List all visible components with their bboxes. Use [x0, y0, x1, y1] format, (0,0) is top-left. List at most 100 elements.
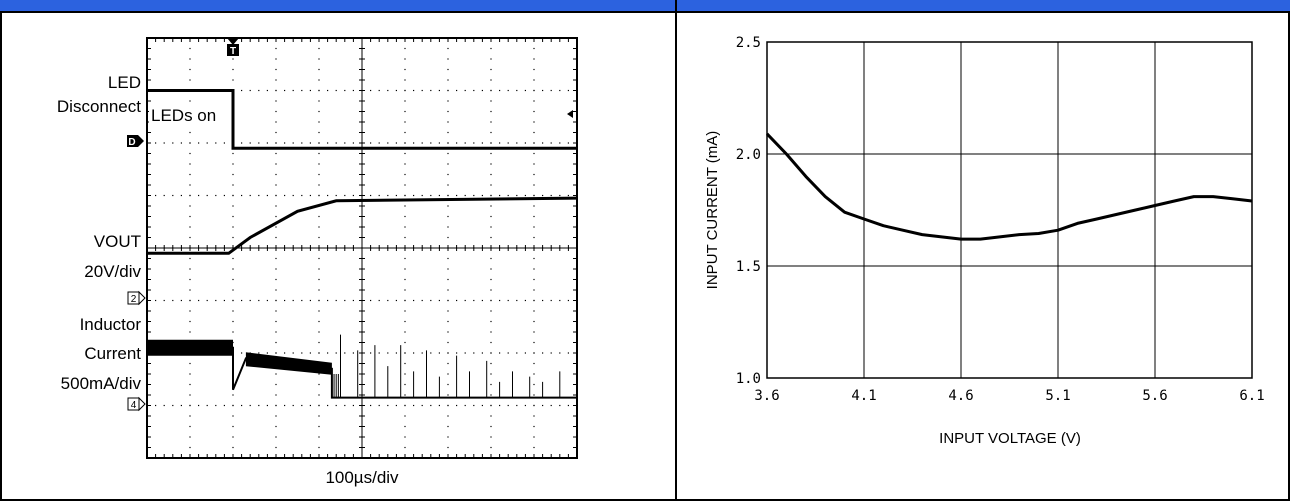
grid-dot — [215, 299, 217, 302]
grid-dot — [481, 142, 483, 144]
grid-dot — [447, 320, 449, 323]
grid-dot — [559, 194, 561, 197]
grid-dot — [533, 404, 535, 407]
grid-dot — [275, 257, 277, 260]
grid-dot — [490, 131, 492, 134]
grid-dot — [318, 320, 320, 323]
grid-dot — [395, 89, 397, 92]
channel-d-label: D — [128, 137, 135, 148]
grid-dot — [206, 142, 208, 144]
grid-dot — [490, 446, 492, 449]
grid-dot — [172, 404, 174, 407]
grid-dot — [318, 425, 320, 428]
grid-dot — [275, 194, 277, 197]
trigger-marker: T — [227, 38, 239, 57]
grid-dot — [344, 142, 346, 144]
grid-dot — [275, 142, 277, 144]
grid-dot — [232, 68, 234, 71]
grid-dot — [318, 236, 320, 239]
grid-dot — [266, 142, 268, 144]
grid-dot — [430, 142, 432, 144]
grid-dot — [189, 58, 191, 60]
grid-dot — [447, 373, 449, 375]
grid-dot — [550, 404, 552, 407]
grid-dot — [404, 163, 406, 165]
grid-dot — [430, 352, 432, 354]
grid-dot — [275, 89, 277, 92]
grid-dot — [241, 404, 243, 407]
grid-dot — [490, 394, 492, 396]
grid-dot — [404, 205, 406, 207]
grid-dot — [275, 425, 277, 428]
grid-dot — [447, 142, 449, 144]
grid-dot — [447, 110, 449, 113]
grid-dot — [490, 79, 492, 81]
grid-dot — [318, 100, 320, 102]
grid-dot — [404, 289, 406, 291]
grid-dot — [223, 194, 225, 197]
channel-2-marker: 2 — [127, 290, 146, 306]
grid-dot — [189, 383, 191, 386]
grid-dot — [258, 299, 260, 302]
grid-dot — [370, 194, 372, 197]
grid-dot — [344, 299, 346, 302]
grid-dot — [327, 89, 329, 92]
grid-dot — [232, 236, 234, 239]
grid-dot — [447, 331, 449, 333]
grid-dot — [378, 352, 380, 354]
grid-dot — [241, 299, 243, 302]
grid-dot — [172, 194, 174, 197]
grid-dot — [490, 352, 492, 354]
grid-dot — [189, 152, 191, 155]
grid-dot — [456, 404, 458, 407]
grid-dot — [447, 383, 449, 386]
grid-dot — [301, 299, 303, 302]
grid-dot — [524, 352, 526, 354]
grid-dot — [438, 194, 440, 197]
grid-dot — [189, 362, 191, 365]
channel-4-marker: 4 — [127, 396, 146, 412]
grid-dot — [490, 215, 492, 218]
grid-dot — [533, 100, 535, 102]
input-current-line — [765, 132, 1253, 241]
grid-dot — [395, 299, 397, 302]
grid-dot — [447, 163, 449, 165]
grid-dot — [292, 142, 294, 144]
iv-chart: 3.6 4.1 4.6 5.1 5.6 6.1 1.0 1.5 2.0 2.5 INPUT VOL… — [704, 35, 1265, 447]
grid-dot — [327, 194, 329, 197]
grid-dot — [404, 373, 406, 375]
grid-dot — [163, 142, 165, 144]
grid-dot — [318, 89, 320, 92]
grid-dot — [516, 404, 518, 407]
grid-dot — [404, 362, 406, 365]
grid-dot — [232, 425, 234, 428]
iv-tick-labels: 3.6 4.1 4.6 5.1 5.6 6.1 1.0 1.5 2.0 2.5 — [736, 35, 1265, 404]
grid-dot — [275, 331, 277, 333]
grid-dot — [352, 352, 354, 354]
grid-dot — [490, 404, 492, 407]
grid-dot — [533, 373, 535, 375]
grid-dot — [559, 352, 561, 354]
grid-dot — [232, 446, 234, 449]
label-vout-scale: 20V/div — [84, 262, 141, 281]
grid-dot — [413, 142, 415, 144]
grid-dot — [413, 299, 415, 302]
grid-dot — [275, 404, 277, 407]
grid-dot — [232, 415, 234, 417]
grid-dot — [447, 152, 449, 155]
grid-dot — [318, 299, 320, 302]
grid-dot — [318, 394, 320, 396]
grid-dot — [189, 163, 191, 165]
grid-dot — [404, 142, 406, 144]
grid-dot — [404, 194, 406, 197]
grid-dot — [215, 142, 217, 144]
inductor-ripple-band-2 — [245, 352, 332, 375]
grid-dot — [421, 89, 423, 92]
grid-dot — [473, 194, 475, 197]
grid-dot — [189, 331, 191, 333]
grid-dot — [180, 194, 182, 197]
grid-dot — [421, 299, 423, 302]
grid-dot — [542, 352, 544, 354]
grid-dot — [447, 215, 449, 218]
grid-dot — [387, 352, 389, 354]
